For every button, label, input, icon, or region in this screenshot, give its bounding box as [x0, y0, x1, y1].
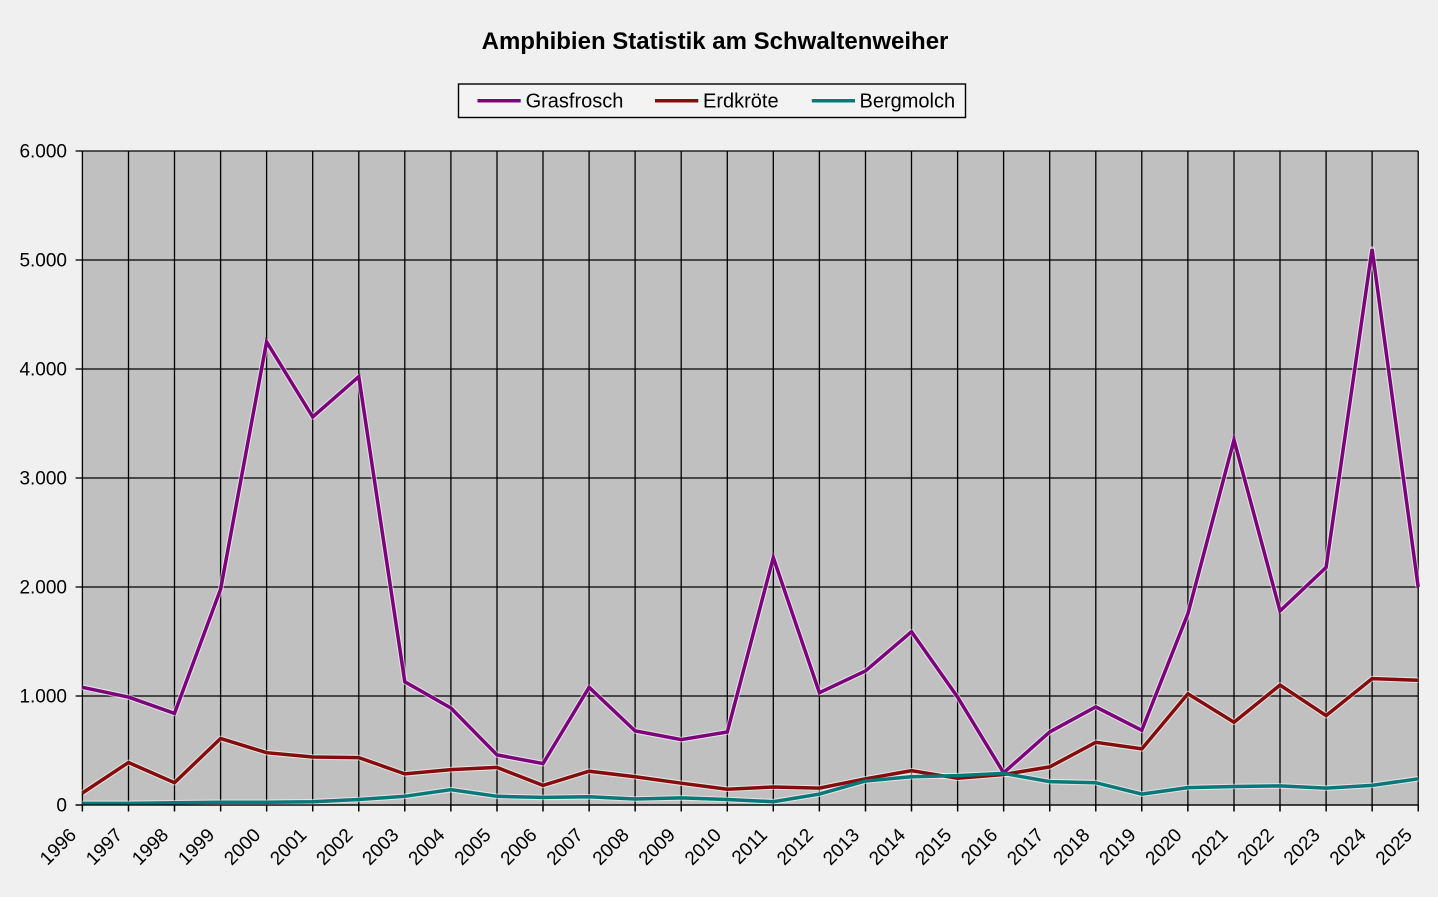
svg-text:0: 0 [56, 796, 67, 817]
svg-text:4.000: 4.000 [19, 360, 67, 381]
svg-text:Erdkröte: Erdkröte [703, 91, 779, 113]
svg-text:3.000: 3.000 [19, 469, 67, 490]
svg-text:Grasfrosch: Grasfrosch [526, 91, 624, 113]
svg-text:Amphibien Statistik am Schwalt: Amphibien Statistik am Schwaltenweiher [482, 28, 949, 55]
svg-text:1.000: 1.000 [19, 687, 67, 708]
svg-text:5.000: 5.000 [19, 251, 67, 272]
svg-text:2.000: 2.000 [19, 578, 67, 599]
svg-text:Bergmolch: Bergmolch [860, 91, 956, 113]
svg-text:6.000: 6.000 [19, 142, 67, 163]
